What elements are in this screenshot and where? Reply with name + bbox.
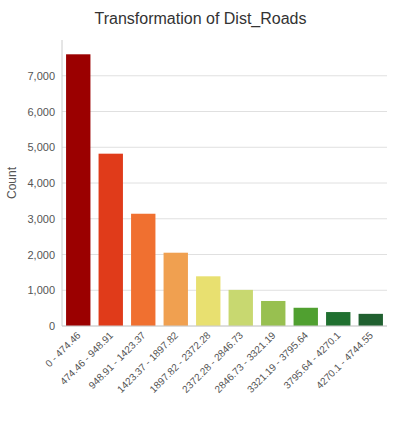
bar bbox=[131, 214, 155, 326]
bar bbox=[359, 314, 383, 326]
y-tick-label: 3,000 bbox=[27, 213, 55, 225]
bar bbox=[261, 301, 285, 326]
bar bbox=[99, 154, 123, 326]
y-tick-label: 1,000 bbox=[27, 284, 55, 296]
bar bbox=[326, 312, 350, 326]
x-tick-label: 1897.82 - 2372.28 bbox=[147, 329, 212, 394]
bar bbox=[294, 308, 318, 326]
bars bbox=[66, 54, 383, 326]
x-tick-label: 2846.73 - 3321.19 bbox=[212, 329, 277, 394]
y-tick-label: 6,000 bbox=[27, 106, 55, 118]
grid-line bbox=[62, 326, 387, 327]
grid-line bbox=[62, 147, 387, 148]
y-axis-label: Count bbox=[5, 166, 19, 199]
x-tick-label: 4270.1 - 4744.55 bbox=[314, 329, 376, 391]
bar bbox=[66, 54, 90, 326]
y-tick-label: 5,000 bbox=[27, 141, 55, 153]
grid bbox=[62, 76, 387, 326]
y-tick-label: 4,000 bbox=[27, 177, 55, 189]
bar bbox=[164, 253, 188, 326]
grid-line bbox=[62, 111, 387, 112]
x-tick-label: 948.91 - 1423.37 bbox=[86, 329, 148, 391]
y-tick-label: 2,000 bbox=[27, 249, 55, 261]
x-tick-label: 3321.19 - 3795.64 bbox=[245, 329, 310, 394]
y-tick-label: 7,000 bbox=[27, 70, 55, 82]
title: Transformation of Dist_Roads bbox=[95, 10, 307, 28]
chart: Transformation of Dist_Roads 0 1,000 2,000 3… bbox=[0, 0, 401, 424]
x-axis-line bbox=[62, 326, 387, 327]
bar bbox=[229, 290, 253, 326]
grid-line bbox=[62, 75, 387, 76]
y-tick-label: 0 bbox=[49, 320, 55, 332]
x-tick-label: 3795.64 - 4270.1 bbox=[281, 329, 343, 391]
bar bbox=[196, 276, 220, 326]
x-tick-label: 474.46 - 948.91 bbox=[58, 329, 116, 387]
y-axis-line bbox=[62, 40, 63, 326]
x-tick-label: 1423.37 - 1897.82 bbox=[115, 329, 180, 394]
x-tick-label: 2372.28 - 2846.73 bbox=[180, 329, 245, 394]
